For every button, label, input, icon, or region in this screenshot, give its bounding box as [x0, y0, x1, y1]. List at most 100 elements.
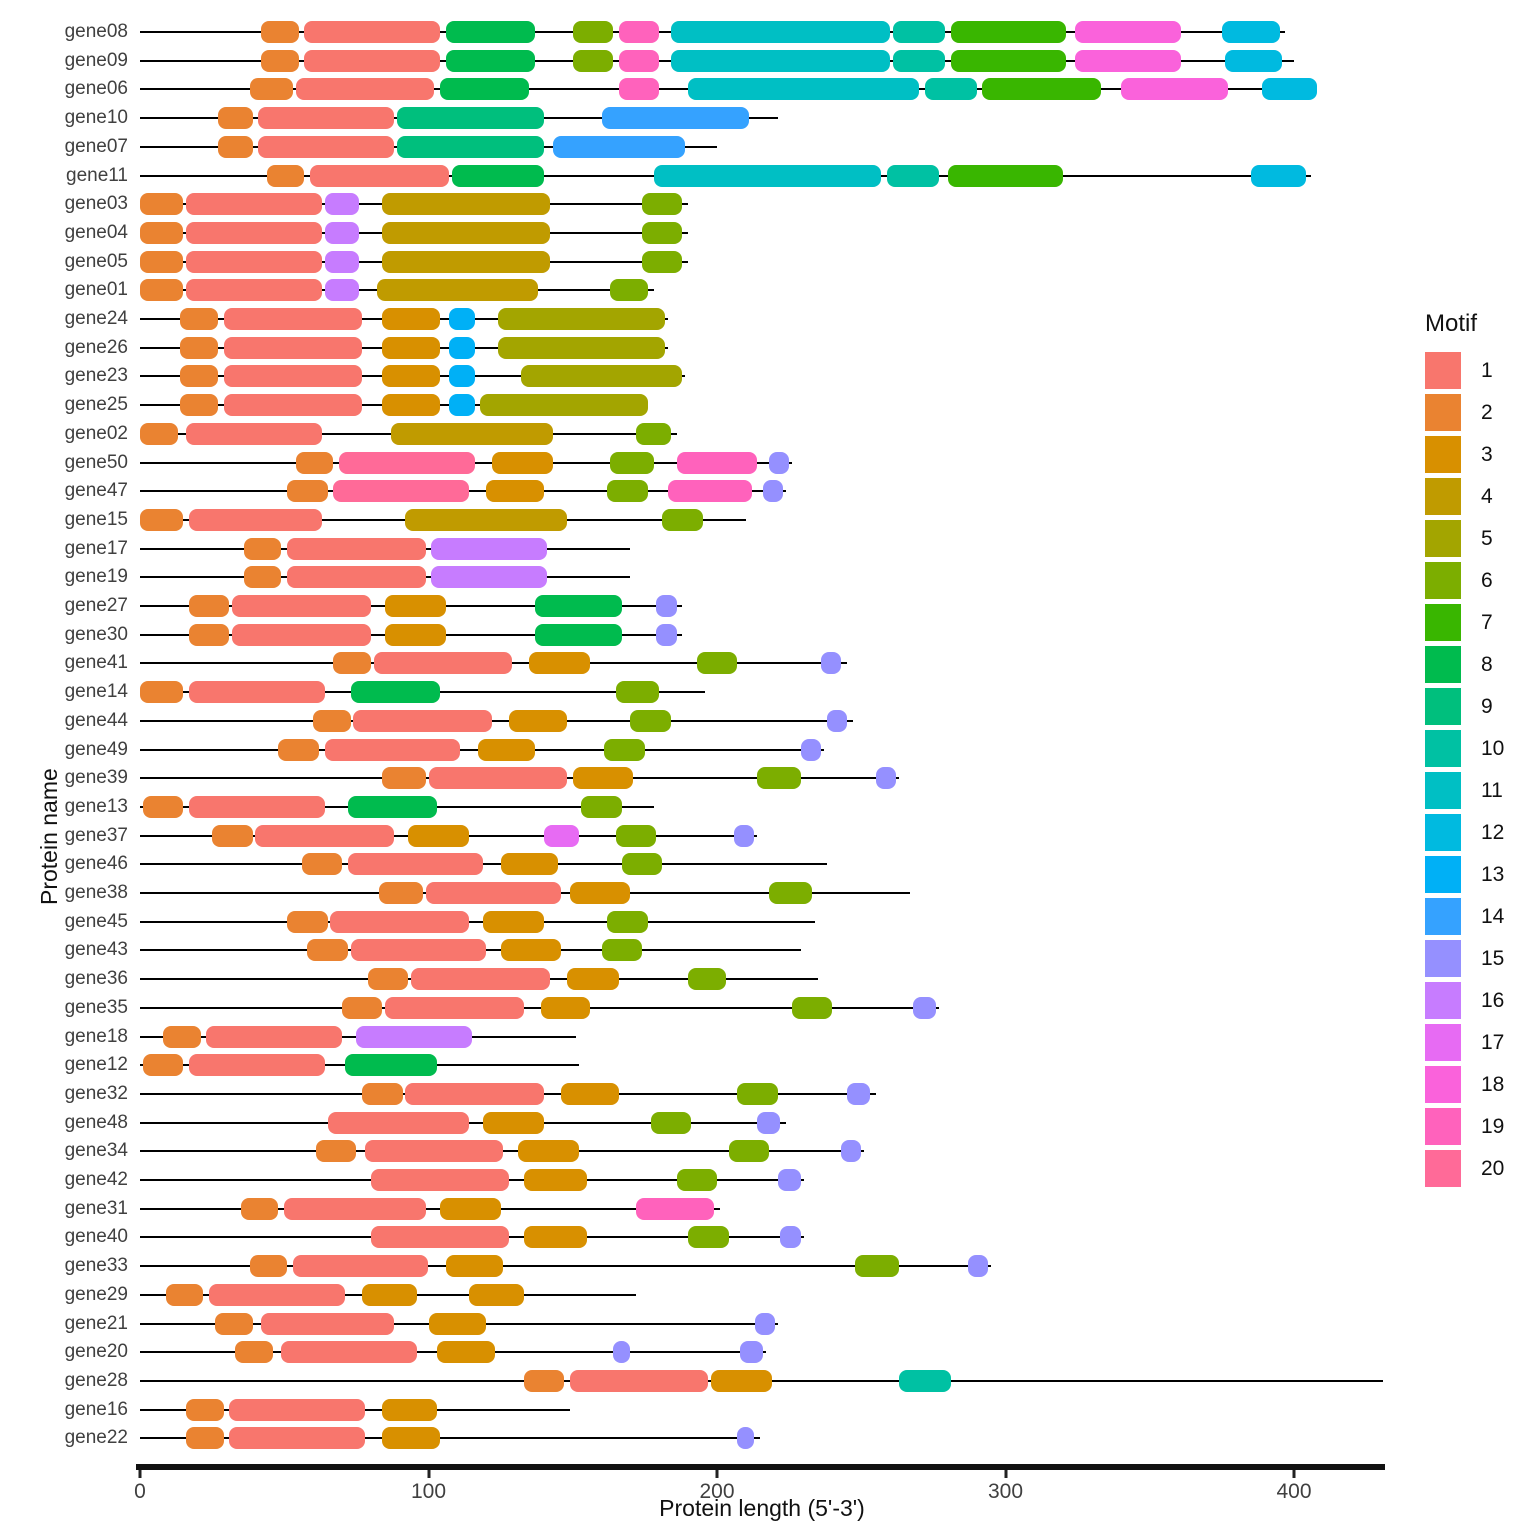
legend-swatch-motif-15: [1425, 940, 1461, 977]
motif-3-box: [382, 394, 441, 417]
motif-3-box: [541, 996, 591, 1019]
motif-6-box: [581, 795, 622, 818]
motif-legend: Motif 1 2 3 4 5 6 7 8 9 10 11 12 13 14 15 16 17 18 19 20: [1425, 310, 1504, 1192]
motif-3-box: [486, 480, 544, 503]
legend-item-motif-14: 14: [1425, 898, 1504, 935]
motif-1-box: [425, 882, 562, 904]
motif-18-box: [1074, 21, 1182, 43]
x-tick-label-0: 0: [134, 1480, 146, 1504]
y-axis-label-gene07: gene07: [64, 135, 128, 157]
x-tick-mark-0: [138, 1470, 142, 1479]
x-tick-mark-400: [1292, 1470, 1296, 1479]
motif-2-box: [315, 1140, 357, 1163]
motif-1-box: [304, 49, 441, 72]
motif-16-box: [324, 279, 360, 302]
motif-1-box: [428, 767, 567, 790]
motif-1-box: [223, 336, 363, 359]
legend-swatch-motif-16: [1425, 982, 1461, 1019]
motif-15-box: [875, 767, 896, 790]
legend-item-motif-20: 20: [1425, 1150, 1504, 1187]
y-axis-label-gene23: gene23: [64, 365, 128, 387]
legend-label-motif-1: 1: [1481, 358, 1493, 382]
legend-label-motif-8: 8: [1481, 652, 1493, 676]
motif-1-box: [186, 279, 322, 302]
motif-5-box: [497, 308, 666, 330]
motif-1-box: [223, 365, 363, 388]
motif-1-box: [209, 1283, 345, 1306]
y-axis-label-gene36: gene36: [64, 968, 128, 990]
motif-8-box: [350, 681, 441, 704]
motif-5-box: [520, 365, 683, 388]
legend-swatch-motif-19: [1425, 1108, 1461, 1145]
motif-3-box: [569, 882, 631, 904]
motif-6-box: [688, 968, 726, 991]
motif-1-box: [258, 107, 394, 130]
motif-6-box: [768, 882, 813, 904]
gene-row-gene13: [140, 795, 658, 819]
legend-item-motif-12: 12: [1425, 814, 1504, 851]
gene-row-gene42: [140, 1168, 808, 1192]
y-axis-label-gene30: gene30: [64, 623, 128, 645]
y-axis-label-gene05: gene05: [64, 250, 128, 272]
motif-2-box: [379, 882, 423, 904]
gene-row-gene04: [140, 221, 692, 245]
motif-2-box: [261, 21, 299, 43]
legend-item-motif-17: 17: [1425, 1024, 1504, 1061]
motif-3-box: [437, 1341, 495, 1364]
y-axis-label-gene03: gene03: [64, 193, 128, 215]
motif-19-box: [618, 49, 660, 72]
motif-2-box: [313, 709, 351, 732]
gene-row-gene31: [140, 1197, 724, 1221]
motif-6-box: [607, 910, 648, 933]
y-axis-label-gene26: gene26: [64, 336, 128, 358]
x-tick-mark-200: [715, 1470, 719, 1479]
motif-3-box: [566, 968, 619, 991]
motif-3-box: [445, 1255, 504, 1278]
gene-row-gene41: [140, 651, 851, 675]
motif-15-box: [754, 1312, 775, 1335]
y-axis-label-gene11: gene11: [66, 164, 128, 186]
y-axis-label-gene38: gene38: [64, 882, 128, 903]
motif-2-box: [217, 135, 253, 158]
motif-3-box: [382, 308, 441, 330]
motif-11-box: [653, 164, 882, 187]
motif-15-box: [656, 595, 677, 617]
motif-3-box: [561, 1082, 619, 1105]
legend-label-motif-13: 13: [1481, 862, 1505, 886]
motif-2-box: [140, 250, 184, 273]
motif-3-box: [362, 1283, 417, 1306]
motif-3-box: [517, 1140, 579, 1163]
y-axis-label-gene41: gene41: [64, 652, 128, 674]
motif-2-box: [523, 1369, 565, 1392]
motif-2-box: [341, 996, 383, 1019]
motif-3-box: [382, 1398, 438, 1421]
motif-1-box: [353, 709, 492, 732]
motif-14-box: [552, 135, 686, 158]
gene-row-gene03: [140, 192, 692, 216]
y-axis-label-gene19: gene19: [64, 566, 128, 588]
x-axis-line: [136, 1464, 1385, 1471]
motif-1-box: [310, 164, 449, 187]
motif-1-box: [223, 394, 363, 417]
motif-20-box: [339, 451, 475, 474]
motif-16-box: [431, 566, 547, 589]
motif-2-box: [163, 1025, 201, 1048]
motif-2-box: [140, 279, 184, 302]
motif-19-box: [618, 21, 660, 43]
motif-15-box: [913, 996, 937, 1019]
motif-3-box: [468, 1283, 524, 1306]
motif-2-box: [142, 795, 184, 818]
motif-2-box: [235, 1341, 273, 1364]
y-axis-label-gene37: gene37: [64, 824, 128, 846]
motif-2-box: [287, 480, 328, 503]
motif-6-box: [728, 1140, 769, 1163]
protein-backbone-gene45: [140, 920, 816, 923]
motif-15-box: [734, 824, 755, 847]
legend-label-motif-9: 9: [1481, 694, 1493, 718]
motif-1-box: [287, 537, 426, 560]
legend-items: 1 2 3 4 5 6 7 8 9 10 11 12 13 14 15 16 17 18 19 20: [1425, 352, 1504, 1187]
gene-row-gene29: [140, 1283, 640, 1307]
motif-8-box: [445, 49, 536, 72]
motif-3-box: [509, 709, 567, 732]
